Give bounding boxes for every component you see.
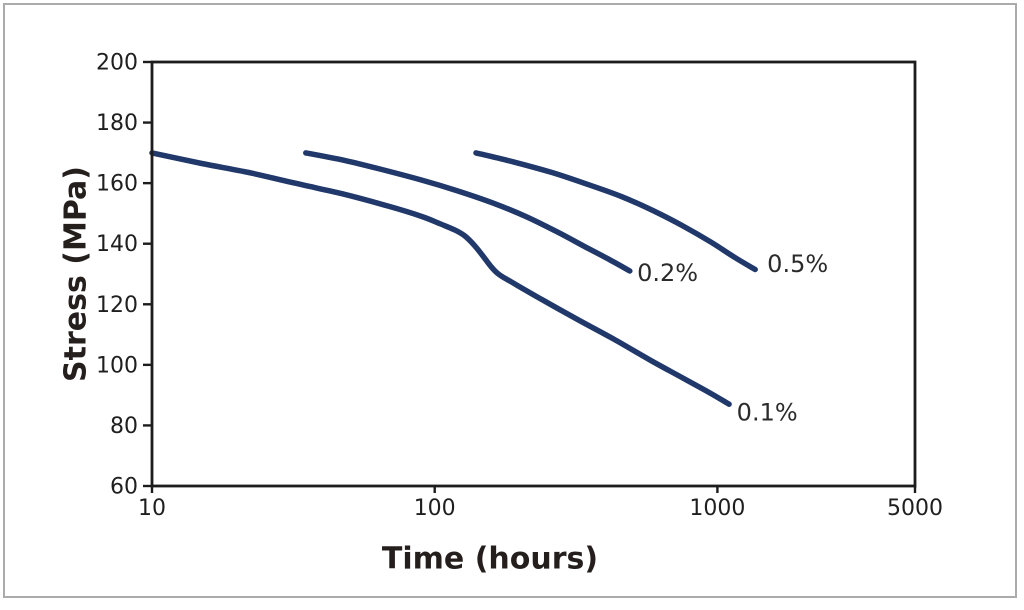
series-label-1: 0.2% [637, 259, 698, 287]
x-tick-label-1000: 1000 [689, 496, 745, 521]
series-curve-2 [473, 150, 758, 273]
plot-box [150, 60, 917, 488]
y-tick-label-160: 160 [96, 172, 138, 197]
x-tick-labels: 10 100 1000 5000 [138, 496, 943, 521]
y-tick-label-200: 200 [96, 50, 138, 75]
series-curve-1 [303, 150, 633, 274]
y-ticks [143, 60, 152, 488]
series-label-0: 0.1% [737, 398, 798, 426]
figure-frame: 200 180 160 140 120 100 80 60 10 100 1000 5000 0.1… [3, 3, 1017, 598]
series-label-2: 0.5% [767, 250, 828, 278]
stress-time-creep-chart: 200 180 160 140 120 100 80 60 10 100 1000 5000 0.1… [59, 50, 944, 577]
y-tick-label-80: 80 [110, 414, 138, 439]
x-tick-label-10: 10 [138, 496, 166, 521]
y-tick-label-120: 120 [96, 293, 138, 318]
series-curve-0 [149, 150, 732, 407]
series-labels: 0.1% 0.2% 0.5% [637, 250, 828, 426]
y-axis-title: Stress (MPa) [59, 166, 94, 382]
x-axis-title: Time (hours) [382, 542, 598, 577]
y-tick-labels: 200 180 160 140 120 100 80 60 [96, 50, 138, 499]
x-tick-label-100: 100 [414, 496, 456, 521]
x-tick-label-5000: 5000 [887, 496, 943, 521]
y-tick-label-140: 140 [96, 232, 138, 257]
y-tick-label-180: 180 [96, 111, 138, 136]
y-tick-label-60: 60 [110, 474, 138, 499]
y-tick-label-100: 100 [96, 353, 138, 378]
plot-box-group [150, 60, 917, 488]
series-curves [149, 150, 758, 407]
